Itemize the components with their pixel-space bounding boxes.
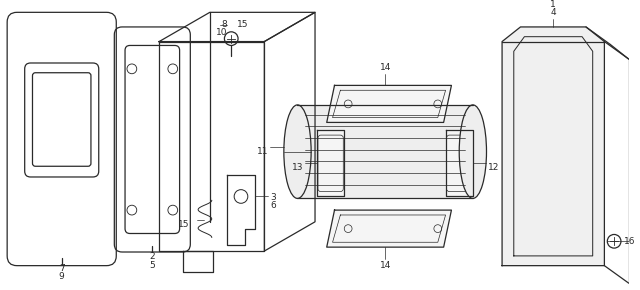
Polygon shape [445,130,473,196]
Text: 9: 9 [59,273,65,282]
Text: 12: 12 [488,163,500,172]
Text: 14: 14 [380,261,391,270]
Polygon shape [326,85,451,122]
Text: 14: 14 [380,63,391,72]
Ellipse shape [284,105,311,198]
Text: 1: 1 [550,0,556,9]
Text: 16: 16 [624,237,636,246]
Text: 13: 13 [292,163,303,172]
Text: 15: 15 [237,20,248,29]
Text: 6: 6 [270,201,276,210]
Polygon shape [502,27,604,266]
Text: 11: 11 [257,147,268,156]
Text: 3: 3 [270,193,276,202]
Text: 7: 7 [59,264,65,273]
Polygon shape [317,130,344,196]
Text: 4: 4 [550,8,556,17]
Bar [298,105,473,198]
Text: 5: 5 [150,261,155,270]
Polygon shape [326,210,451,247]
Text: 8: 8 [221,20,227,29]
Ellipse shape [460,105,486,198]
Text: 10: 10 [216,28,227,37]
Text: 2: 2 [150,252,155,261]
Text: 15: 15 [178,220,189,229]
